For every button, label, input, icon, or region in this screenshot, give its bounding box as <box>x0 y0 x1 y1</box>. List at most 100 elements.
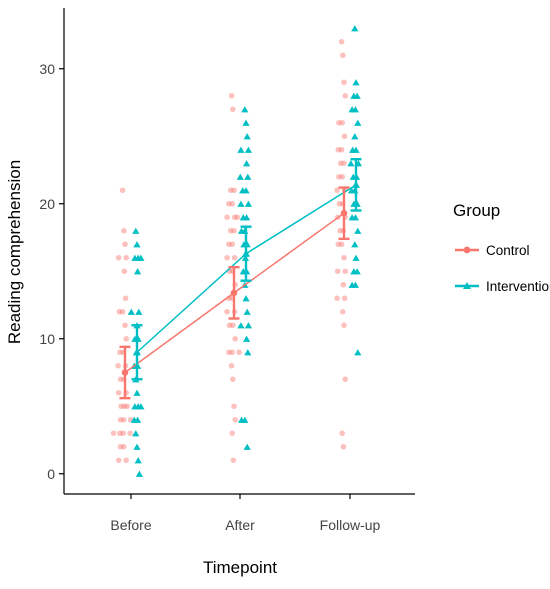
data-point-control <box>231 227 237 234</box>
data-point-control <box>119 308 126 315</box>
data-point-intervention <box>241 106 249 113</box>
data-point-intervention <box>348 281 356 288</box>
data-point-control <box>338 38 345 45</box>
data-point-control <box>336 119 342 126</box>
mean-point-intervention <box>242 249 250 257</box>
mean-point-intervention <box>133 348 141 356</box>
legend-key-marker-control <box>463 246 471 254</box>
x-axis-title: Timepoint <box>203 558 277 577</box>
data-point-intervention <box>137 403 145 410</box>
legend-key-marker-intervention <box>463 282 471 289</box>
data-point-intervention <box>354 349 362 356</box>
data-point-intervention <box>237 146 245 153</box>
data-point-intervention <box>131 254 139 261</box>
data-point-control <box>334 187 340 194</box>
data-point-control <box>232 335 238 342</box>
data-point-control <box>118 403 124 410</box>
data-point-control <box>121 416 127 423</box>
data-point-control <box>230 457 237 464</box>
data-point-control <box>122 322 128 329</box>
data-point-control <box>231 254 238 261</box>
data-point-control <box>123 457 129 464</box>
data-point-control <box>336 200 343 207</box>
data-point-control <box>123 254 129 261</box>
data-point-control <box>115 389 122 396</box>
data-point-control <box>339 173 346 180</box>
data-point-control <box>341 133 348 140</box>
data-point-intervention <box>243 335 251 342</box>
data-point-control <box>122 295 129 302</box>
data-point-control <box>337 160 344 167</box>
data-point-intervention <box>243 308 251 315</box>
mean-lines-layer <box>124 184 357 374</box>
legend-items: Control Intervention <box>455 243 550 294</box>
y-tick-label: 0 <box>47 466 55 482</box>
data-point-control <box>115 457 122 464</box>
mean-point-control <box>340 209 348 217</box>
data-point-control <box>342 92 349 99</box>
data-point-intervention <box>134 457 142 464</box>
mean-point-control <box>121 369 129 376</box>
data-point-intervention <box>130 416 138 423</box>
data-point-control <box>229 200 235 207</box>
data-point-control <box>341 295 348 302</box>
data-point-control <box>342 376 349 383</box>
data-point-intervention <box>237 416 246 423</box>
data-point-intervention <box>134 268 142 275</box>
data-point-control <box>124 403 130 410</box>
data-point-intervention <box>348 106 356 113</box>
data-point-intervention <box>243 443 251 450</box>
data-point-intervention <box>135 308 143 315</box>
data-point-control <box>226 349 232 356</box>
data-point-control <box>121 227 127 234</box>
data-point-intervention <box>351 241 359 248</box>
data-point-control <box>122 241 128 248</box>
data-point-intervention <box>351 25 359 32</box>
data-point-control <box>230 322 236 329</box>
data-point-intervention <box>133 241 141 248</box>
data-point-control <box>123 335 129 342</box>
data-point-control <box>229 349 235 356</box>
data-point-control <box>230 376 236 383</box>
mean-point-intervention <box>352 180 360 188</box>
data-point-control <box>341 322 347 329</box>
data-point-intervention <box>239 214 247 221</box>
data-point-control <box>229 241 235 248</box>
data-point-control <box>127 430 133 437</box>
y-tick-label: 30 <box>39 61 55 77</box>
data-point-control <box>340 281 347 288</box>
data-point-intervention <box>244 173 252 180</box>
data-point-control <box>121 443 127 450</box>
data-point-intervention <box>347 160 355 167</box>
data-point-intervention <box>351 133 359 140</box>
data-point-control <box>340 308 346 315</box>
data-point-intervention <box>350 92 358 99</box>
data-point-control <box>115 254 122 261</box>
data-point-control <box>232 416 238 423</box>
data-point-control <box>231 403 237 410</box>
data-point-control <box>117 416 124 423</box>
data-point-intervention <box>354 227 362 234</box>
data-point-control <box>338 146 345 153</box>
data-point-control <box>119 187 126 194</box>
data-point-intervention <box>348 214 356 221</box>
x-tick-label: Before <box>110 517 151 533</box>
data-point-control <box>120 430 126 437</box>
x-tick-label: Follow-up <box>320 517 381 533</box>
data-point-control <box>342 268 349 275</box>
data-point-intervention <box>244 146 252 153</box>
data-point-control <box>336 173 342 180</box>
y-axis-title: Reading comprehension <box>5 160 24 344</box>
data-point-intervention <box>354 119 362 126</box>
data-point-intervention <box>137 254 145 261</box>
x-tick-label: After <box>225 517 255 533</box>
legend-title: Group <box>453 201 500 220</box>
data-point-control <box>339 430 346 437</box>
data-point-control <box>227 187 234 194</box>
data-point-intervention <box>242 295 250 302</box>
data-point-control <box>341 254 347 261</box>
data-point-control <box>226 241 232 248</box>
data-point-control <box>116 308 123 315</box>
data-point-control <box>117 349 123 356</box>
